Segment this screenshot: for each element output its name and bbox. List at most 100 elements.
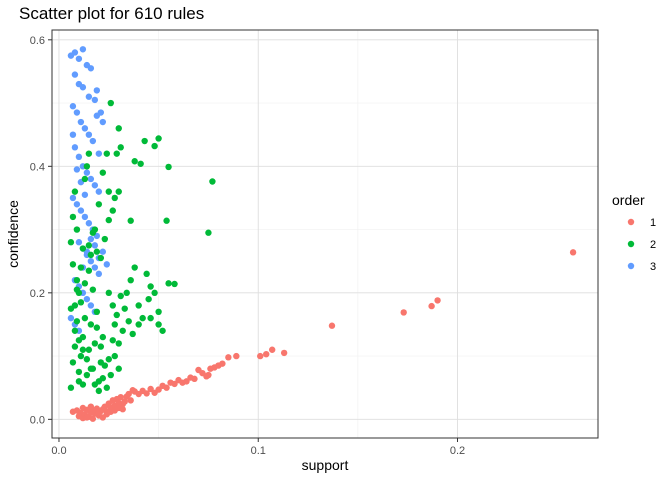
point-order-1 [147, 385, 154, 393]
point-order-3 [87, 258, 95, 265]
point-order-2 [115, 188, 122, 195]
point-order-3 [87, 302, 95, 309]
point-order-1 [225, 354, 232, 361]
point-order-1 [79, 404, 87, 412]
point-order-3 [69, 131, 77, 138]
point-order-2 [117, 292, 124, 300]
point-order-2 [85, 242, 93, 249]
point-order-3 [73, 201, 81, 208]
point-order-1 [205, 371, 212, 379]
point-order-1 [95, 409, 103, 417]
point-order-1 [89, 415, 97, 422]
point-order-3 [91, 96, 99, 104]
point-order-1 [171, 380, 178, 388]
point-order-2 [141, 137, 148, 145]
point-order-2 [93, 308, 101, 316]
point-order-2 [151, 289, 158, 297]
point-order-2 [81, 314, 89, 322]
point-order-3 [91, 242, 99, 249]
point-order-2 [101, 362, 109, 369]
point-order-3 [85, 93, 93, 100]
point-order-3 [99, 248, 107, 255]
point-order-2 [77, 264, 85, 271]
point-order-2 [109, 302, 116, 309]
point-order-3 [71, 71, 79, 78]
point-order-3 [81, 125, 89, 132]
point-order-2 [73, 286, 81, 293]
point-order-2 [115, 365, 122, 372]
point-order-3 [85, 131, 93, 138]
legend-title: order [612, 192, 645, 208]
point-order-2 [145, 295, 152, 303]
point-order-1 [163, 384, 170, 391]
point-order-2 [101, 235, 109, 243]
point-order-2 [119, 327, 126, 334]
point-order-3 [75, 153, 83, 161]
point-order-2 [115, 125, 122, 132]
point-order-1 [233, 352, 240, 360]
point-order-2 [99, 169, 107, 176]
legend-label-3: 3 [650, 261, 656, 273]
point-order-2 [75, 368, 83, 376]
point-order-2 [111, 321, 118, 328]
point-order-2 [147, 314, 154, 322]
x-tick-label: 0.2 [450, 445, 465, 457]
legend-label-2: 2 [650, 239, 656, 251]
point-order-3 [97, 109, 105, 116]
point-order-2 [159, 327, 166, 334]
point-order-3 [73, 166, 81, 173]
point-order-2 [109, 337, 116, 344]
point-order-2 [131, 264, 138, 271]
point-order-3 [87, 65, 95, 72]
point-order-3 [89, 137, 97, 145]
y-axis-label: confidence [5, 200, 21, 268]
point-order-2 [115, 340, 122, 347]
point-order-3 [81, 191, 89, 198]
point-order-2 [71, 327, 79, 334]
point-order-1 [143, 390, 150, 397]
legend-key-2 [627, 240, 635, 248]
point-order-2 [105, 188, 112, 195]
point-order-2 [67, 239, 75, 246]
point-order-2 [209, 178, 216, 185]
point-order-1 [127, 397, 134, 404]
point-order-2 [165, 280, 172, 287]
legend-entries: 1 2 3 [627, 217, 656, 273]
point-order-2 [91, 381, 99, 388]
point-order-2 [79, 245, 87, 252]
point-order-3 [81, 213, 89, 221]
point-order-2 [85, 267, 93, 274]
point-order-1 [280, 349, 288, 357]
point-order-2 [205, 229, 212, 236]
point-order-3 [73, 109, 81, 116]
point-order-1 [219, 360, 226, 367]
point-order-1 [428, 302, 435, 310]
point-order-1 [328, 322, 336, 329]
point-order-2 [81, 175, 89, 183]
points-layer [67, 46, 577, 422]
x-tick-label: 0.1 [251, 445, 266, 457]
point-order-3 [71, 144, 79, 151]
point-order-2 [151, 142, 158, 150]
point-order-2 [103, 384, 110, 391]
point-order-2 [99, 333, 107, 341]
point-order-2 [77, 352, 85, 360]
point-order-2 [79, 346, 87, 353]
point-order-2 [99, 375, 107, 382]
point-order-2 [155, 321, 162, 328]
point-order-3 [69, 103, 77, 110]
point-order-1 [191, 375, 198, 383]
point-order-1 [400, 309, 407, 316]
chart-title: Scatter plot for 610 rules [19, 4, 205, 23]
point-order-1 [268, 346, 276, 353]
point-order-2 [117, 144, 124, 151]
point-order-1 [263, 350, 270, 358]
point-order-2 [105, 216, 112, 224]
point-order-2 [103, 150, 110, 157]
point-order-1 [125, 390, 132, 398]
point-order-2 [107, 371, 114, 379]
point-order-2 [87, 321, 95, 328]
point-order-2 [71, 188, 79, 195]
legend: order 1 2 3 [612, 192, 656, 273]
